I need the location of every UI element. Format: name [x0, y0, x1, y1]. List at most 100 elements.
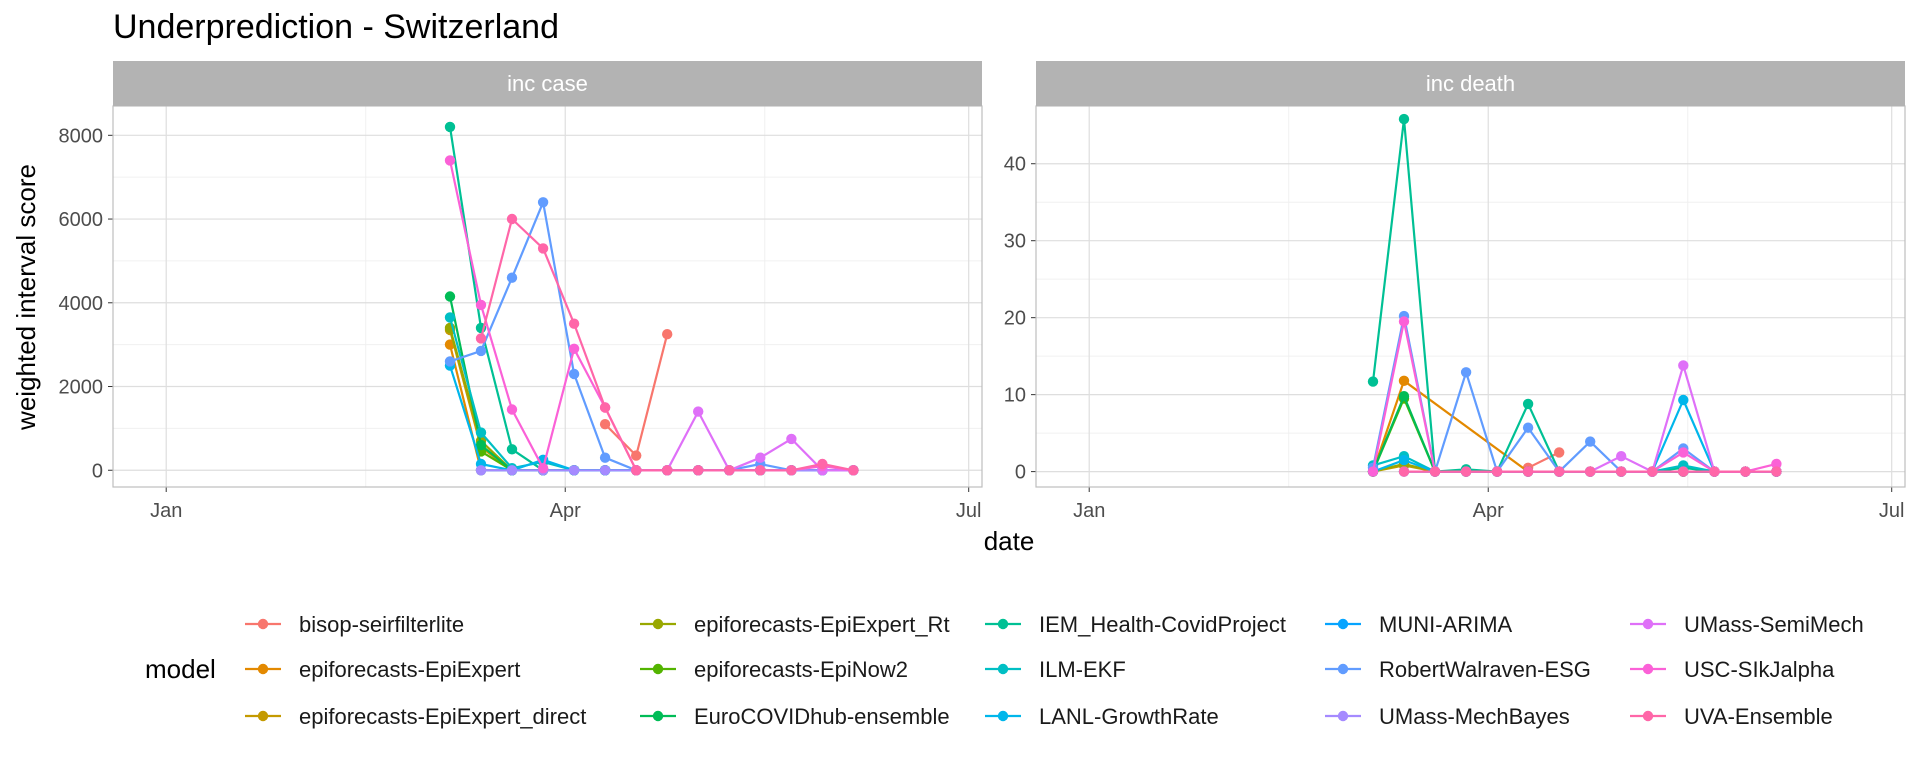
data-point [1771, 458, 1782, 470]
legend-item-ilm-ekf: ILM-EKF [985, 657, 1126, 682]
x-axis-title: date [984, 526, 1035, 556]
legend-key-point [1337, 618, 1349, 630]
data-point [444, 312, 456, 323]
data-point [1740, 466, 1751, 477]
data-point [1491, 466, 1503, 477]
data-point [662, 329, 673, 340]
data-point [506, 444, 518, 455]
data-point [444, 356, 456, 367]
data-point [568, 465, 580, 476]
data-point [568, 368, 580, 380]
data-point [1460, 367, 1472, 378]
x-tick-label: Jan [1073, 500, 1105, 522]
y-tick-label: 10 [1004, 385, 1026, 407]
legend-label: epiforecasts-EpiExpert_direct [299, 704, 586, 729]
panel-inc-death: 0 10 20 30 40 Jan Apr Jul inc death [1004, 61, 1906, 522]
legend-label: ILM-EKF [1039, 657, 1126, 682]
data-point [1398, 316, 1410, 327]
data-point [537, 463, 549, 474]
data-point [599, 419, 611, 430]
data-point [568, 318, 580, 329]
data-point [1616, 451, 1627, 462]
legend-item-umass-mechbayes: UMass-MechBayes [1325, 704, 1570, 729]
data-point [662, 465, 673, 476]
x-tick-label: Apr [550, 500, 581, 522]
legend-label: epiforecasts-EpiNow2 [694, 657, 908, 682]
legend-key-point [997, 710, 1009, 722]
x-tick-label: Jan [150, 500, 182, 522]
data-point [1585, 436, 1596, 447]
data-point [693, 406, 704, 417]
legend-item-usc-sikjalpha: USC-SIkJalpha [1630, 657, 1835, 682]
facet-strip [1036, 61, 1905, 106]
data-point [1398, 454, 1410, 466]
legend-item-iem-health-covidproject: IEM_Health-CovidProject [985, 612, 1286, 637]
data-point [1398, 391, 1410, 402]
legend-key-point [1642, 663, 1654, 675]
data-point [1585, 466, 1596, 477]
data-point [1398, 113, 1410, 125]
data-point [1678, 447, 1689, 458]
data-point [1460, 466, 1472, 477]
data-point [631, 450, 642, 461]
legend-key-point [257, 618, 269, 630]
data-point [506, 465, 518, 476]
data-point [1429, 466, 1441, 477]
legend-item-bisop-seirfilterlite: bisop-seirfilterlite [245, 612, 464, 637]
legend-label: RobertWalraven-ESG [1379, 657, 1591, 682]
legend-item-eurocovidhub-ensemble: EuroCOVIDhub-ensemble [640, 704, 950, 729]
legend-key-point [997, 618, 1009, 630]
data-point [1554, 466, 1565, 477]
data-point [506, 404, 518, 415]
legend-key-point [652, 663, 664, 675]
legend-key-point [1337, 663, 1349, 675]
legend-key-point [652, 710, 664, 722]
data-point [1398, 375, 1410, 386]
legend-label: UMass-SemiMech [1684, 612, 1864, 637]
data-point [755, 452, 766, 463]
legend-key-point [257, 663, 269, 675]
x-tick-label: Apr [1473, 500, 1504, 522]
data-point [1554, 447, 1565, 458]
legend-label: UMass-MechBayes [1379, 704, 1570, 729]
legend-item-epiforecasts-epiexpert-rt: epiforecasts-EpiExpert_Rt [640, 612, 950, 637]
legend-item-epiforecasts-epiexpert: epiforecasts-EpiExpert [245, 657, 520, 682]
data-point [693, 465, 704, 476]
legend-key-point [997, 663, 1009, 675]
data-point [1367, 376, 1379, 387]
data-point [755, 465, 766, 476]
data-point [599, 452, 611, 463]
legend-item-epiforecasts-epiexpert-direct: epiforecasts-EpiExpert_direct [245, 704, 586, 729]
data-point [475, 333, 487, 344]
legend-label: epiforecasts-EpiExpert_Rt [694, 612, 950, 637]
data-point [1398, 466, 1410, 477]
legend-label: bisop-seirfilterlite [299, 612, 464, 637]
legend-item-umass-semimech: UMass-SemiMech [1630, 612, 1864, 637]
y-tick-label: 4000 [59, 293, 104, 315]
data-point [817, 458, 828, 470]
y-tick-label: 40 [1004, 154, 1026, 176]
series-uva-ensemble [475, 213, 859, 476]
data-point [475, 345, 487, 357]
data-point [724, 465, 735, 476]
data-point [475, 427, 487, 438]
data-point [444, 291, 456, 302]
data-point [444, 155, 456, 166]
data-point [1522, 398, 1534, 410]
data-point [1678, 394, 1689, 406]
y-axis-title: weighted interval score [11, 164, 41, 431]
y-tick-label: 2000 [59, 377, 104, 399]
legend-key-point [1642, 618, 1654, 630]
legend-item-uva-ensemble: UVA-Ensemble [1630, 704, 1833, 729]
data-point [1678, 466, 1689, 477]
legend-label: LANL-GrowthRate [1039, 704, 1219, 729]
data-point [631, 465, 642, 476]
data-point [848, 465, 859, 476]
y-tick-label: 0 [1015, 462, 1026, 484]
data-point [599, 465, 611, 476]
data-point [537, 243, 549, 254]
facet-strip-label: inc death [1426, 71, 1515, 96]
facet-strip-label: inc case [507, 71, 588, 96]
x-tick-label: Jul [1879, 500, 1905, 522]
legend: model bisop-seirfilterlite epiforecasts-E… [145, 612, 1864, 729]
